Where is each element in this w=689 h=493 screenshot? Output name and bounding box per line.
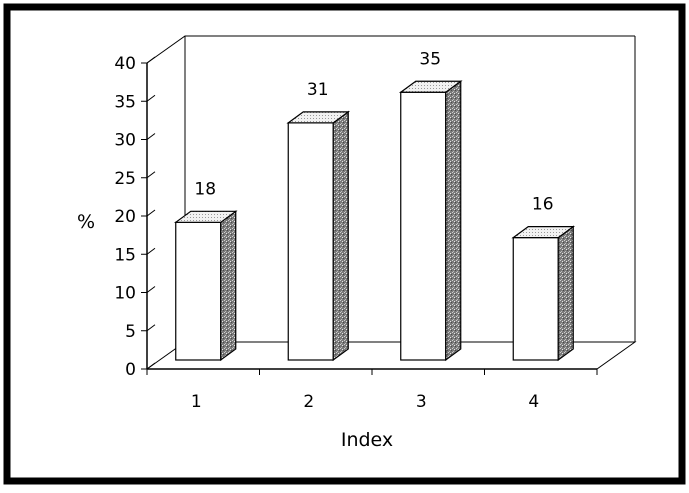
y-tick-label: 25 <box>114 169 136 189</box>
y-tick-depth <box>146 133 156 140</box>
bar-top <box>511 226 576 239</box>
bar-front <box>512 237 559 361</box>
bar-top <box>398 80 463 93</box>
plot-frame <box>141 35 637 375</box>
x-tick-label: 3 <box>416 392 427 412</box>
bar-side <box>557 225 574 362</box>
back-wall-top <box>146 35 635 64</box>
bar <box>511 225 576 362</box>
y-tick-depth <box>146 324 156 332</box>
bar-side <box>220 210 237 362</box>
y-tick-label: 5 <box>125 322 136 342</box>
bar-front <box>287 122 334 361</box>
bars <box>173 80 576 362</box>
x-tick-labels: 1 2 3 4 <box>191 392 539 412</box>
bar-top <box>173 210 238 223</box>
bar-front <box>400 91 447 361</box>
outer-border <box>3 3 686 485</box>
bar <box>173 210 238 362</box>
y-tick-label: 20 <box>114 207 136 227</box>
y-tick-depth <box>146 362 156 370</box>
bar <box>286 110 351 362</box>
y-tick-depth <box>146 247 156 255</box>
y-tick-label: 30 <box>114 131 136 151</box>
y-tick-label: 10 <box>114 284 136 304</box>
value-label: 16 <box>532 195 554 215</box>
y-tick-depth <box>146 171 156 179</box>
y-tick-label: 35 <box>114 92 136 112</box>
y-tick-label: 0 <box>125 360 136 380</box>
bar-top <box>286 111 351 124</box>
value-label: 35 <box>419 49 441 69</box>
y-tick-depth <box>146 286 156 293</box>
y-tick-depth <box>146 94 156 102</box>
y-tick-labels: 0 5 10 15 20 25 30 35 40 <box>114 54 136 380</box>
value-label: 18 <box>194 179 216 199</box>
value-labels: 18 31 35 16 <box>194 49 553 214</box>
x-tick-label: 2 <box>303 392 314 412</box>
y-axis-title: % <box>77 211 95 233</box>
x-axis-title: Index <box>341 429 393 451</box>
y-tick-label: 40 <box>114 54 136 74</box>
bar-side <box>445 80 462 362</box>
x-tick-label: 4 <box>528 392 539 412</box>
y-tick-depth <box>146 209 156 217</box>
y-tick-label: 15 <box>114 245 136 265</box>
y-tick-depth <box>146 56 156 64</box>
x-tick-label: 1 <box>191 392 202 412</box>
value-label: 31 <box>307 80 329 100</box>
bar-side <box>332 110 349 362</box>
bar-front <box>175 221 222 361</box>
bar <box>398 80 463 362</box>
